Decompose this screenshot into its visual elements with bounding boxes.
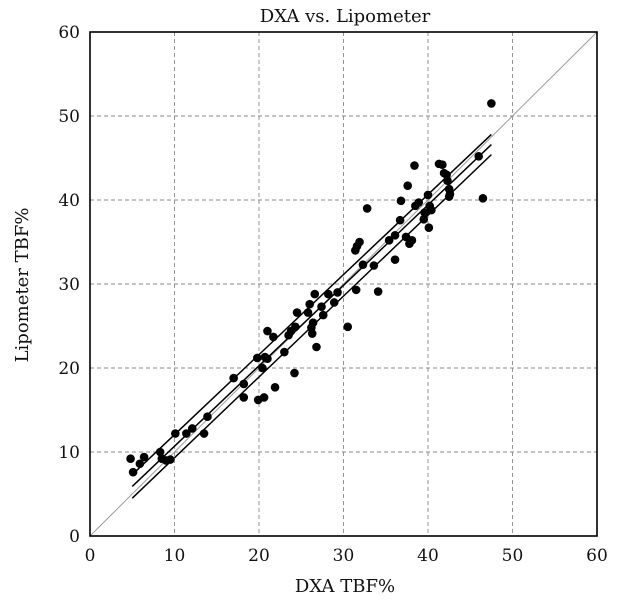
data-point xyxy=(423,190,433,200)
data-point xyxy=(229,373,238,383)
y-tick-label: 0 xyxy=(69,527,80,547)
identity-line-group xyxy=(89,31,598,537)
data-point xyxy=(396,196,406,206)
data-point xyxy=(323,289,333,299)
y-tick-label: 60 xyxy=(58,23,80,43)
data-point xyxy=(343,322,353,332)
data-point xyxy=(403,181,413,191)
identity-line xyxy=(89,31,598,537)
data-point xyxy=(318,310,328,320)
data-point xyxy=(329,298,339,307)
data-point xyxy=(312,342,321,352)
data-point xyxy=(307,329,317,338)
x-tick-label: 60 xyxy=(586,546,608,566)
data-point xyxy=(420,208,429,217)
data-point xyxy=(303,308,313,317)
x-tick-label: 20 xyxy=(248,546,270,566)
data-point xyxy=(390,230,400,240)
data-point xyxy=(438,160,447,170)
data-point xyxy=(351,285,361,295)
data-point xyxy=(474,152,484,161)
y-tick-label: 40 xyxy=(58,191,80,211)
data-point xyxy=(126,454,135,464)
x-axis-label: DXA TBF% xyxy=(295,576,395,597)
data-point xyxy=(239,393,249,402)
data-point xyxy=(414,198,424,207)
data-point xyxy=(305,299,315,309)
data-point xyxy=(155,447,165,457)
data-point xyxy=(419,215,429,224)
data-point xyxy=(291,322,300,332)
chart-title: DXA vs. Lipometer xyxy=(260,6,431,27)
data-point xyxy=(171,429,180,438)
data-point xyxy=(445,189,455,199)
y-tick-label: 10 xyxy=(58,443,80,463)
data-point xyxy=(259,393,269,402)
y-axis-label: Lipometer TBF% xyxy=(12,208,33,363)
data-point xyxy=(187,424,197,433)
data-point xyxy=(269,332,278,342)
data-point xyxy=(369,261,379,270)
data-point xyxy=(165,455,175,464)
data-point xyxy=(270,383,280,392)
data-point xyxy=(239,379,249,389)
y-tick-labels: 0 10 20 30 40 50 60 xyxy=(58,23,80,547)
x-tick-label: 0 xyxy=(85,546,96,566)
y-tick-label: 30 xyxy=(58,275,80,295)
data-point xyxy=(395,215,405,225)
data-point xyxy=(390,255,400,264)
data-point xyxy=(280,347,289,357)
data-point xyxy=(199,429,209,438)
data-points xyxy=(126,99,496,477)
data-point xyxy=(263,354,272,364)
data-point xyxy=(487,99,496,108)
x-tick-label: 40 xyxy=(417,546,439,566)
x-tick-label: 10 xyxy=(164,546,186,566)
data-point xyxy=(358,260,368,269)
data-point xyxy=(203,412,212,422)
plot-frame xyxy=(89,31,598,537)
data-point xyxy=(292,308,302,317)
regression-lines xyxy=(131,133,492,499)
y-tick-label: 20 xyxy=(58,359,80,379)
data-point xyxy=(427,205,436,215)
data-point xyxy=(182,429,191,438)
data-point xyxy=(478,194,488,203)
data-point xyxy=(290,368,299,378)
data-point xyxy=(258,363,267,373)
data-point xyxy=(135,459,145,469)
data-point xyxy=(263,326,272,336)
y-tick-label: 50 xyxy=(58,107,80,127)
data-point xyxy=(410,161,419,170)
data-point xyxy=(355,237,364,247)
data-point xyxy=(443,176,452,185)
data-point xyxy=(407,236,417,245)
data-point xyxy=(317,302,326,311)
x-tick-label: 50 xyxy=(502,546,524,566)
data-point xyxy=(362,204,372,213)
x-tick-labels: 0 10 20 30 40 50 60 xyxy=(85,546,608,566)
data-point xyxy=(308,318,318,327)
x-tick-label: 30 xyxy=(333,546,355,566)
data-point xyxy=(424,223,434,233)
data-point xyxy=(139,452,149,462)
data-point xyxy=(384,236,394,245)
data-point xyxy=(333,288,342,297)
data-point xyxy=(253,353,262,363)
data-point xyxy=(310,289,320,299)
data-point xyxy=(128,467,138,477)
data-point xyxy=(373,287,383,296)
